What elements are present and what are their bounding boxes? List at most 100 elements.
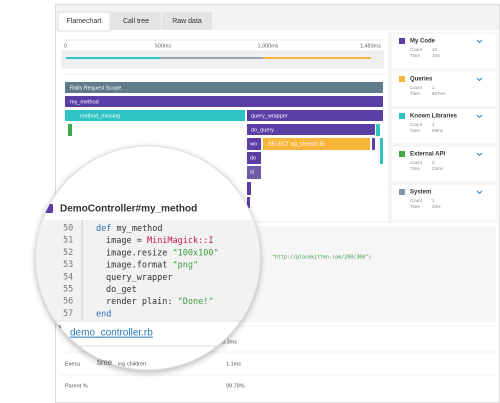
- category-name: Known Libraries: [410, 114, 458, 120]
- flame-label: wo: [249, 141, 257, 147]
- code-token: do_get: [106, 285, 137, 295]
- category-swatch: [399, 113, 405, 119]
- flame-bar[interactable]: [380, 138, 383, 164]
- code-token: image =: [106, 236, 147, 246]
- category-card[interactable]: [390, 32, 498, 70]
- minimap-bar: [160, 57, 263, 59]
- magnified-content: DemoController#my_method 50 def my_method…: [36, 204, 260, 347]
- ruler-label: 500ms: [155, 43, 172, 49]
- row-label: time: [97, 358, 113, 367]
- flame-bar[interactable]: [376, 124, 380, 136]
- tab-active[interactable]: [57, 11, 111, 32]
- tab-label[interactable]: Call tree: [123, 18, 149, 25]
- github-icon-mark: [50, 329, 56, 335]
- flame-bar[interactable]: [247, 138, 261, 150]
- code-token: "100x100": [173, 248, 219, 258]
- category-swatch: [399, 38, 405, 44]
- flame-bar[interactable]: [247, 124, 375, 135]
- count-value: 4: [432, 122, 435, 127]
- code-line: def my_method: [96, 224, 163, 234]
- minimap-bar: [263, 57, 371, 59]
- category-card[interactable]: [390, 145, 498, 183]
- code-line: query_wrapper: [106, 272, 173, 282]
- time-value: 23ms: [432, 166, 444, 171]
- flame-label: SELECT pg_sleep(0.5): [268, 141, 325, 147]
- tab-label[interactable]: Flamechart: [66, 18, 101, 25]
- count-value: 2: [432, 160, 435, 165]
- flame-bar[interactable]: [65, 82, 383, 93]
- count-label: Count: [410, 122, 423, 127]
- line-number: 51: [63, 236, 73, 246]
- code-token: MiniMagick::I: [147, 236, 214, 246]
- category-card[interactable]: [390, 107, 498, 145]
- ruler-label: 1,000ms: [257, 43, 278, 49]
- code-line: render plain: "Done!": [106, 297, 213, 307]
- chevron[interactable]: [476, 77, 483, 82]
- line-number: 53: [63, 260, 73, 270]
- chevron[interactable]: [476, 114, 483, 119]
- code-token: "Done!": [178, 297, 214, 307]
- tab[interactable]: [162, 12, 212, 30]
- chevron[interactable]: [476, 190, 483, 195]
- code-fragment: "http://placekitten.com/200/300"): [272, 255, 371, 261]
- count-value: 1: [432, 85, 435, 90]
- count-value: 1: [432, 198, 435, 203]
- time-value: 2ms: [432, 204, 441, 209]
- category-name: External API: [410, 152, 445, 158]
- time-label: Time: [410, 91, 420, 96]
- count-label: Count: [410, 160, 423, 165]
- row-value: 99.78%: [226, 383, 245, 389]
- flame-label: do_query: [251, 127, 274, 133]
- code-token: end: [96, 309, 111, 319]
- code-token: image.resize: [106, 248, 173, 258]
- row-label: Execu: [65, 361, 80, 367]
- tab-label[interactable]: Raw data: [172, 18, 202, 25]
- row-value: 1.1ms: [226, 361, 241, 367]
- flame-bar[interactable]: [247, 182, 251, 195]
- flame-bar[interactable]: [263, 138, 370, 150]
- flame-bar[interactable]: [247, 166, 261, 179]
- category-swatch: [399, 76, 405, 82]
- flame-bar[interactable]: [65, 96, 383, 107]
- flame-label: Rails Request Scope: [70, 85, 121, 91]
- code-token: "png": [173, 260, 199, 270]
- file-link[interactable]: demo_controller.rb: [70, 328, 153, 339]
- code-token: def: [96, 224, 111, 234]
- flame-bar[interactable]: [68, 124, 72, 136]
- line-number: 57: [63, 309, 73, 319]
- count-value: 12: [432, 47, 438, 52]
- time-label: Time: [410, 128, 420, 133]
- chevron[interactable]: [476, 39, 483, 44]
- line-number: 56: [63, 297, 73, 307]
- category-name: System: [410, 190, 431, 196]
- method-title: DemoController#my_method: [60, 204, 197, 215]
- flame-label: do: [250, 155, 256, 161]
- flame-bar[interactable]: [247, 152, 261, 164]
- line-number: 55: [63, 285, 73, 295]
- flame-bar[interactable]: [247, 197, 250, 208]
- flame-bar[interactable]: [247, 110, 383, 121]
- code-line: image = MiniMagick::I: [106, 236, 213, 246]
- code-token: my_method: [111, 224, 162, 234]
- line-number: 52: [63, 248, 73, 258]
- category-swatch: [399, 151, 405, 157]
- count-label: Count: [410, 47, 423, 52]
- code-line: end: [96, 309, 111, 319]
- flame-bar[interactable]: [65, 110, 245, 121]
- time-value: 69ms: [432, 128, 444, 133]
- category-swatch: [399, 189, 405, 195]
- chevron[interactable]: [476, 152, 483, 157]
- line-number: 54: [63, 272, 73, 282]
- row-label: Parent %: [65, 383, 88, 389]
- tab[interactable]: [111, 12, 161, 30]
- category-name: Queries: [410, 77, 433, 83]
- category-card[interactable]: [390, 183, 498, 221]
- code-token: render plain:: [106, 297, 178, 307]
- code-line: image.resize "100x100": [106, 248, 219, 258]
- category-card[interactable]: [390, 70, 498, 108]
- flame-label: my_method: [70, 99, 99, 105]
- flame-label: sl: [250, 169, 254, 175]
- flame-bar[interactable]: [372, 138, 375, 150]
- code-token: query_wrapper: [106, 272, 173, 282]
